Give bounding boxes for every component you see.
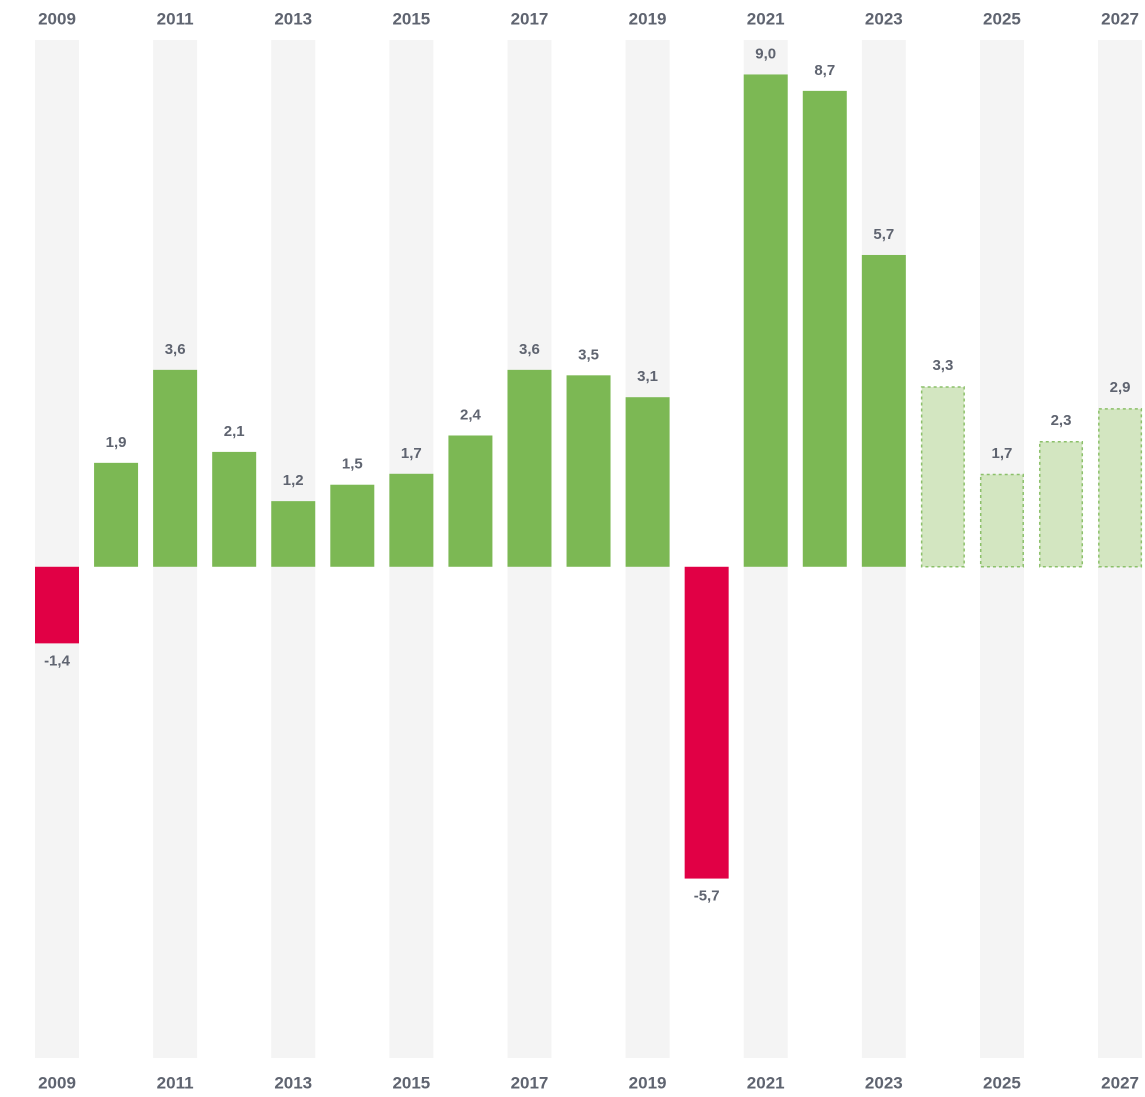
value-label: 1,2 bbox=[283, 472, 304, 489]
x-tick-label-bottom: 2017 bbox=[511, 1073, 549, 1092]
x-tick-label-bottom: 2015 bbox=[392, 1073, 430, 1092]
value-label: 3,1 bbox=[637, 368, 658, 385]
x-tick-label-bottom: 2013 bbox=[274, 1073, 312, 1092]
value-label: -5,7 bbox=[694, 888, 720, 905]
x-tick-label-top: 2027 bbox=[1101, 9, 1139, 28]
bar bbox=[330, 484, 375, 567]
x-tick-label-bottom: 2021 bbox=[747, 1073, 785, 1092]
value-label: 2,4 bbox=[460, 406, 482, 423]
bar bbox=[507, 369, 552, 567]
bar bbox=[566, 375, 611, 567]
x-tick-label-top: 2017 bbox=[511, 9, 549, 28]
column-stripe bbox=[35, 40, 79, 1058]
bar bbox=[35, 566, 79, 644]
value-label: 5,7 bbox=[873, 226, 894, 243]
x-tick-label-bottom: 2023 bbox=[865, 1073, 903, 1092]
value-label: 3,5 bbox=[578, 346, 599, 363]
bar bbox=[979, 473, 1024, 568]
bar bbox=[743, 74, 788, 567]
bar bbox=[94, 462, 139, 567]
bar bbox=[920, 386, 965, 568]
value-label: 3,6 bbox=[519, 341, 540, 358]
value-label: 1,5 bbox=[342, 456, 363, 473]
bar bbox=[271, 501, 316, 567]
x-tick-label-top: 2025 bbox=[983, 9, 1021, 28]
bar bbox=[153, 369, 198, 567]
x-tick-label-bottom: 2019 bbox=[629, 1073, 667, 1092]
bar bbox=[212, 451, 257, 567]
value-label: 9,0 bbox=[755, 45, 776, 62]
bar bbox=[1098, 408, 1143, 568]
x-tick-label-bottom: 2027 bbox=[1101, 1073, 1139, 1092]
value-label: 8,7 bbox=[814, 62, 835, 79]
value-label: 3,6 bbox=[165, 341, 186, 358]
value-label: 3,3 bbox=[932, 357, 953, 374]
value-label: 1,7 bbox=[992, 445, 1013, 462]
x-tick-label-top: 2019 bbox=[629, 9, 667, 28]
bar bbox=[684, 566, 729, 879]
x-tick-label-top: 2013 bbox=[274, 9, 312, 28]
x-tick-label-bottom: 2011 bbox=[157, 1073, 194, 1092]
bar bbox=[861, 254, 906, 567]
value-label: 2,3 bbox=[1051, 412, 1072, 429]
value-label: 1,9 bbox=[106, 434, 127, 451]
x-tick-label-bottom: 2009 bbox=[38, 1073, 76, 1092]
bar bbox=[1039, 440, 1084, 568]
bar bbox=[389, 473, 434, 567]
value-label: 1,7 bbox=[401, 445, 422, 462]
x-tick-label-bottom: 2025 bbox=[983, 1073, 1021, 1092]
x-tick-label-top: 2023 bbox=[865, 9, 903, 28]
x-tick-label-top: 2021 bbox=[747, 9, 785, 28]
bar bbox=[802, 90, 847, 567]
value-label: 2,9 bbox=[1110, 379, 1131, 396]
x-tick-label-top: 2015 bbox=[392, 9, 430, 28]
x-tick-label-top: 2011 bbox=[157, 9, 194, 28]
bar bbox=[448, 435, 493, 567]
value-label: -1,4 bbox=[44, 652, 71, 669]
bar bbox=[625, 397, 670, 567]
value-label: 2,1 bbox=[224, 423, 245, 440]
x-tick-label-top: 2009 bbox=[38, 9, 76, 28]
